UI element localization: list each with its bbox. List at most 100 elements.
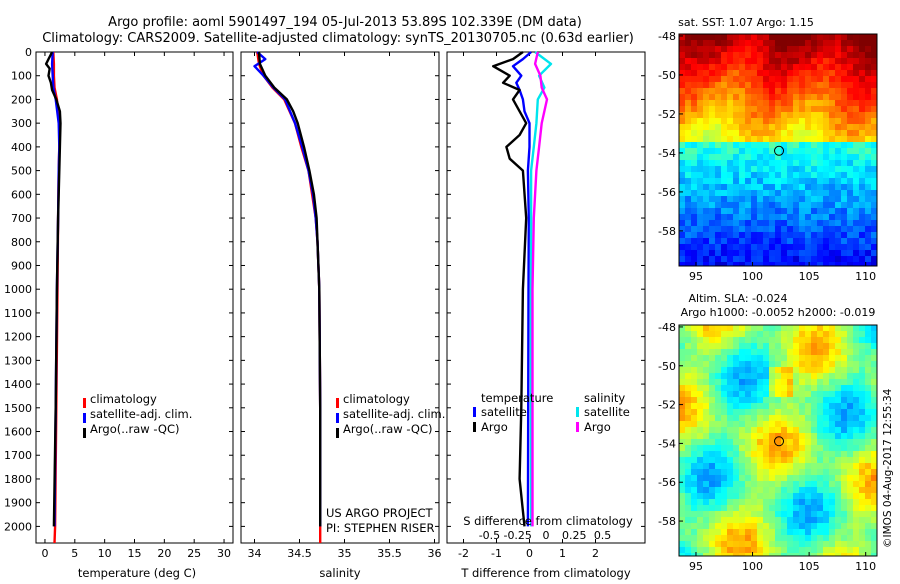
map-cell xyxy=(865,130,871,136)
map-cell xyxy=(727,238,733,244)
map-cell xyxy=(805,511,811,517)
map-cell xyxy=(727,367,733,373)
map-cell xyxy=(817,463,823,469)
map-cell xyxy=(847,34,853,40)
map-cell xyxy=(757,196,763,202)
map-cell xyxy=(691,331,697,337)
map-cell xyxy=(841,415,847,421)
map-cell xyxy=(799,154,805,160)
map-cell xyxy=(787,154,793,160)
map-cell xyxy=(829,178,835,184)
map-cell xyxy=(769,232,775,238)
map-cell xyxy=(697,487,703,493)
map-cell xyxy=(751,421,757,427)
map-cell xyxy=(703,244,709,250)
map-cell xyxy=(841,373,847,379)
map-cell xyxy=(859,52,865,58)
map-cell xyxy=(823,88,829,94)
map-cell xyxy=(679,499,685,505)
map-cell xyxy=(853,541,859,547)
map-cell xyxy=(679,403,685,409)
map-cell xyxy=(865,445,871,451)
map-cell xyxy=(703,349,709,355)
map-cell xyxy=(841,112,847,118)
map-cell xyxy=(793,160,799,166)
map-cell xyxy=(769,214,775,220)
sla-map-title-2: Argo h1000: -0.0052 h2000: -0.019 xyxy=(681,306,876,319)
map-cell xyxy=(817,397,823,403)
map-cell xyxy=(697,343,703,349)
map-cell xyxy=(763,529,769,535)
map-cell xyxy=(775,325,781,331)
map-cell xyxy=(847,427,853,433)
map-cell xyxy=(871,397,877,403)
map-cell xyxy=(793,100,799,106)
map-cell xyxy=(721,337,727,343)
map-cell xyxy=(763,100,769,106)
map-cell xyxy=(721,94,727,100)
map-cell xyxy=(757,511,763,517)
map-cell xyxy=(751,541,757,547)
map-cell xyxy=(685,385,691,391)
map-cell xyxy=(691,343,697,349)
map-cell xyxy=(841,445,847,451)
map-cell xyxy=(805,325,811,331)
map-cell xyxy=(775,160,781,166)
map-cell xyxy=(817,262,823,266)
map-cell xyxy=(859,202,865,208)
map-cell xyxy=(787,439,793,445)
map-cell xyxy=(841,40,847,46)
map-cell xyxy=(727,250,733,256)
map-cell xyxy=(715,541,721,547)
map-cell xyxy=(763,361,769,367)
map-cell xyxy=(871,535,877,541)
map-cell xyxy=(775,82,781,88)
map-cell xyxy=(745,226,751,232)
map-cell xyxy=(859,130,865,136)
map-cell xyxy=(715,154,721,160)
map-cell xyxy=(835,64,841,70)
map-cell xyxy=(757,547,763,553)
map-cell xyxy=(847,58,853,64)
map-cell xyxy=(823,499,829,505)
map-cell xyxy=(781,397,787,403)
map-cell xyxy=(763,190,769,196)
map-cell xyxy=(823,427,829,433)
map-cell xyxy=(751,349,757,355)
map-cell xyxy=(817,172,823,178)
map-cell xyxy=(805,409,811,415)
map-cell xyxy=(733,349,739,355)
map-cell xyxy=(757,325,763,331)
map-cell xyxy=(745,523,751,529)
map-cell xyxy=(739,70,745,76)
map-cell xyxy=(691,40,697,46)
map-cell xyxy=(823,118,829,124)
map-cell xyxy=(781,475,787,481)
map-cell xyxy=(751,457,757,463)
map-cell xyxy=(745,94,751,100)
map-cell xyxy=(793,433,799,439)
map-cell xyxy=(871,487,877,493)
map-cell xyxy=(805,391,811,397)
map-cell xyxy=(757,34,763,40)
map-cell xyxy=(835,130,841,136)
map-cell xyxy=(709,541,715,547)
map-cell xyxy=(715,331,721,337)
map-cell xyxy=(841,202,847,208)
map-cell xyxy=(745,373,751,379)
map-cell xyxy=(799,130,805,136)
map-cell xyxy=(823,244,829,250)
map-cell xyxy=(805,385,811,391)
map-cell xyxy=(733,505,739,511)
map-cell xyxy=(709,100,715,106)
map-cell xyxy=(847,463,853,469)
map-cell xyxy=(829,142,835,148)
map-cell xyxy=(685,52,691,58)
map-cell xyxy=(787,355,793,361)
map-cell xyxy=(691,325,697,331)
map-cell xyxy=(709,124,715,130)
map-cell xyxy=(763,481,769,487)
map-cell xyxy=(703,493,709,499)
map-cell xyxy=(733,481,739,487)
